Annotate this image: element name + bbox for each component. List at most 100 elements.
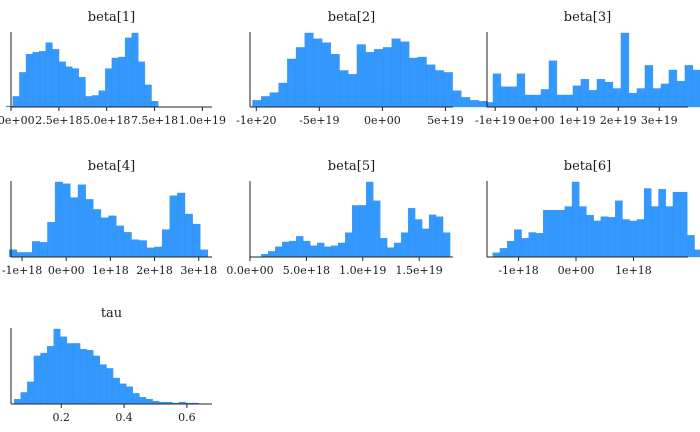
histogram-bar <box>679 191 688 258</box>
histogram-bar <box>282 241 290 258</box>
histogram-bar <box>98 90 106 108</box>
histogram-bar <box>177 192 186 258</box>
histogram-bar <box>652 88 662 108</box>
histogram-bar <box>571 181 580 258</box>
histogram-bar <box>16 252 25 258</box>
histogram-bar <box>108 215 117 258</box>
histogram-bar <box>275 246 283 258</box>
histogram-bar <box>123 232 132 258</box>
x-tick-label: 5.0e+18 <box>83 114 130 127</box>
histogram-bar <box>112 377 120 405</box>
panel-title: beta[6] <box>564 159 611 174</box>
histogram-bar <box>85 96 93 108</box>
histogram-bar <box>261 96 271 108</box>
histogram-bar <box>692 69 700 108</box>
histogram-bar <box>443 72 453 108</box>
histogram-bar <box>303 240 311 258</box>
histogram-bar <box>39 51 46 108</box>
histogram-bar <box>612 88 622 108</box>
histogram-bar <box>694 249 700 258</box>
histogram-bar <box>58 61 66 108</box>
histogram-bar <box>53 328 61 405</box>
histogram-bar <box>19 72 27 108</box>
histogram-bar <box>521 238 529 258</box>
histogram-bar <box>421 228 430 258</box>
histogram-bar <box>557 209 565 258</box>
x-tick-label: 1.0e+19 <box>179 114 226 127</box>
x-tick-label: 0e+00 <box>48 264 85 277</box>
histogram-bar <box>47 222 56 258</box>
histogram-bar <box>192 223 201 258</box>
histogram-bar <box>252 100 262 108</box>
histogram-bar <box>86 350 94 405</box>
x-tick-label: 0.4 <box>115 411 133 424</box>
histogram-bar <box>295 47 305 108</box>
histogram-bar <box>105 68 113 108</box>
histogram-bar <box>636 88 646 108</box>
histogram-bar <box>345 232 353 258</box>
panel-title: beta[5] <box>328 159 375 174</box>
histogram-bar <box>564 94 574 108</box>
histogram-bar <box>532 94 542 108</box>
histogram-bar <box>13 399 21 405</box>
histogram-bar <box>514 229 522 258</box>
histogram-bar <box>20 392 28 405</box>
histogram-bar <box>27 381 35 405</box>
panel-title: tau <box>101 306 122 321</box>
x-tick-label: 0e+00 <box>518 114 555 127</box>
histogram-bar <box>499 248 508 258</box>
histogram-bar <box>85 199 94 258</box>
histogram-bar <box>672 191 681 258</box>
histogram-bar <box>100 217 109 258</box>
panel-title: beta[2] <box>328 10 375 25</box>
x-tick-label: 0e+00 <box>364 114 401 127</box>
histogram-bar <box>60 336 68 405</box>
x-tick-label: 1.0e+19 <box>339 264 386 277</box>
histogram-bar <box>586 215 594 258</box>
x-tick-label: 3e+19 <box>641 114 678 127</box>
histogram-bar <box>77 184 86 258</box>
histogram-bar <box>508 86 518 108</box>
histogram-bar <box>484 102 494 108</box>
histogram-bar <box>324 246 332 258</box>
histogram-bar <box>593 220 602 258</box>
histogram-bar <box>580 79 590 108</box>
histogram-bar <box>374 49 384 108</box>
histogram-bar <box>331 245 339 258</box>
histogram-bar <box>359 205 367 258</box>
histogram-bar <box>643 188 652 258</box>
histogram-bar <box>145 399 153 405</box>
x-tick-label: 0.6 <box>178 411 196 424</box>
histogram-bar <box>579 206 587 258</box>
histogram-bar <box>124 37 132 108</box>
histogram-bar <box>428 214 437 258</box>
histogram-bar <box>492 73 502 108</box>
histogram-bar <box>339 70 349 108</box>
histogram-bar <box>492 252 501 258</box>
histogram-bar <box>40 352 48 405</box>
histogram-bar <box>317 242 325 258</box>
histogram-bar <box>72 68 80 108</box>
histogram-bar <box>414 219 423 258</box>
histogram-bar <box>313 38 323 108</box>
panel-title: beta[4] <box>88 159 135 174</box>
histogram-bar <box>636 219 645 258</box>
histogram-bar <box>556 94 566 108</box>
x-tick-label: 1e+18 <box>615 264 652 277</box>
histogram-bar <box>373 200 381 258</box>
histogram-bar <box>126 386 134 405</box>
x-tick-label: 5.0e+18 <box>283 264 330 277</box>
histogram-bar <box>52 49 60 108</box>
histogram-bar <box>620 32 630 108</box>
histogram-bar <box>118 56 126 108</box>
histogram-bar <box>452 90 462 108</box>
x-tick-label: 5e+19 <box>427 114 464 127</box>
histogram-bar <box>269 92 279 108</box>
histogram-bar <box>382 47 392 108</box>
histogram-bar <box>111 57 119 108</box>
histogram-bar <box>184 213 193 258</box>
histogram-bar <box>386 247 395 258</box>
histogram-bar <box>628 92 638 108</box>
histogram-bar <box>348 74 358 108</box>
